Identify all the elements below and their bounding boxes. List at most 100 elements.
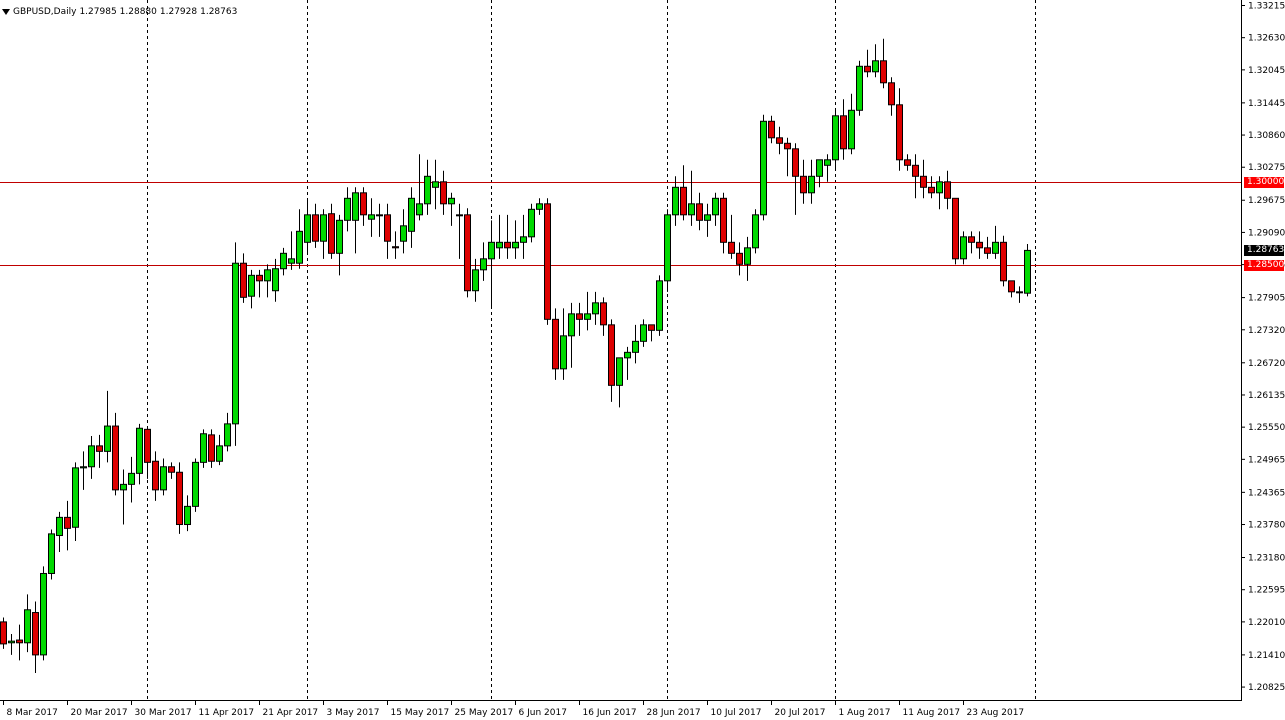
time-axis-tick-label: 28 Jun 2017 (647, 708, 701, 718)
candle-body-bull (344, 197, 351, 221)
candle (344, 187, 351, 232)
candle (928, 176, 935, 199)
candle (704, 203, 711, 237)
candle (440, 170, 447, 215)
candle-body-bear (904, 159, 911, 166)
candle-body-bear (840, 115, 847, 150)
candle-body-bull (960, 236, 967, 260)
candle (192, 458, 199, 512)
candle (736, 242, 743, 276)
candle-body-bull (432, 181, 439, 188)
candle-body-bull (320, 214, 327, 242)
candle (840, 99, 847, 160)
time-axis-tick-label: 6 Jun 2017 (519, 708, 567, 718)
candle-body-bull (160, 466, 167, 491)
candle (8, 633, 15, 655)
candle (40, 566, 47, 661)
candle (592, 291, 599, 325)
candle (392, 231, 399, 259)
candle (296, 209, 303, 269)
candle (864, 49, 871, 78)
candle (920, 159, 927, 199)
candle-body-bull (136, 427, 143, 474)
time-axis-tick-label: 8 Mar 2017 (7, 708, 58, 718)
price-axis-tick-label: 1.23780 (1248, 521, 1285, 531)
horizontal-levels (0, 182, 1241, 266)
candle (280, 247, 287, 276)
candle (832, 110, 839, 171)
candle (320, 209, 327, 259)
candle (272, 258, 279, 302)
candle-body-bear (112, 425, 119, 491)
candle-body-bear (880, 60, 887, 84)
candle-body-bull (296, 230, 303, 264)
dropdown-triangle-icon[interactable] (2, 8, 10, 15)
candle-body-bull (760, 120, 767, 216)
candle-body-bear (328, 213, 335, 254)
candle (288, 231, 295, 270)
candle-body-bull (8, 640, 15, 644)
time-axis-tick-label: 25 May 2017 (455, 708, 514, 718)
candle (640, 319, 647, 347)
candle (224, 412, 231, 452)
candle-body-bull (448, 197, 455, 205)
candle-body-bear (576, 313, 583, 320)
time-axis-tick-label: 21 Apr 2017 (263, 708, 319, 718)
price-axis-tick-label: 1.30275 (1248, 163, 1285, 173)
candle (416, 154, 423, 221)
candle (848, 93, 855, 155)
candle-body-bull (352, 192, 359, 221)
price-axis-tick-label: 1.22010 (1248, 618, 1285, 628)
candle (200, 429, 207, 468)
candle-body-bull (824, 159, 831, 166)
candle-body-bear (728, 241, 735, 254)
candle (824, 154, 831, 182)
candle-body-bear (912, 164, 919, 177)
candle-body-bear (504, 241, 511, 249)
candle (664, 209, 671, 292)
price-axis-tick-label: 1.30860 (1248, 131, 1285, 141)
candle (232, 242, 239, 446)
candle-body-bull (408, 197, 415, 232)
candle (896, 88, 903, 171)
candle-body-bear (552, 318, 559, 370)
candle (608, 319, 615, 402)
plot-area (0, 0, 1241, 700)
candle-body-bear (896, 104, 903, 161)
candle-body-bull (472, 269, 479, 292)
candle (816, 159, 823, 188)
price-axis-tick-label: 1.24365 (1248, 488, 1285, 498)
candle-body-bear (312, 214, 319, 242)
candle (216, 434, 223, 466)
candle (952, 197, 959, 265)
candle-body-bull (936, 181, 943, 194)
candle-body-bear (608, 324, 615, 386)
candle-body-bear (16, 639, 23, 644)
candle-body-bull (640, 324, 647, 342)
candle (96, 434, 103, 468)
candle-body-bull (672, 186, 679, 216)
candle (168, 462, 175, 479)
candle (760, 114, 767, 221)
price-axis-tick-label: 1.32630 (1248, 34, 1285, 44)
candle-body-bull (512, 241, 519, 249)
candle-body-bull (872, 60, 879, 73)
candle-body-bear (32, 612, 39, 656)
candle (376, 203, 383, 237)
candle (48, 529, 55, 580)
candle-body-bull (496, 241, 503, 249)
candle (448, 192, 455, 226)
candle (888, 77, 895, 116)
candle (904, 154, 911, 171)
candle (672, 176, 679, 226)
candle (960, 231, 967, 265)
candle (472, 258, 479, 302)
candle (424, 159, 431, 215)
candle (696, 192, 703, 231)
candle-body-bull (80, 466, 87, 469)
candle (176, 462, 183, 534)
candle-body-bull (200, 433, 207, 463)
price-axis-tick-label: 1.27905 (1248, 294, 1285, 304)
candle (992, 225, 999, 259)
